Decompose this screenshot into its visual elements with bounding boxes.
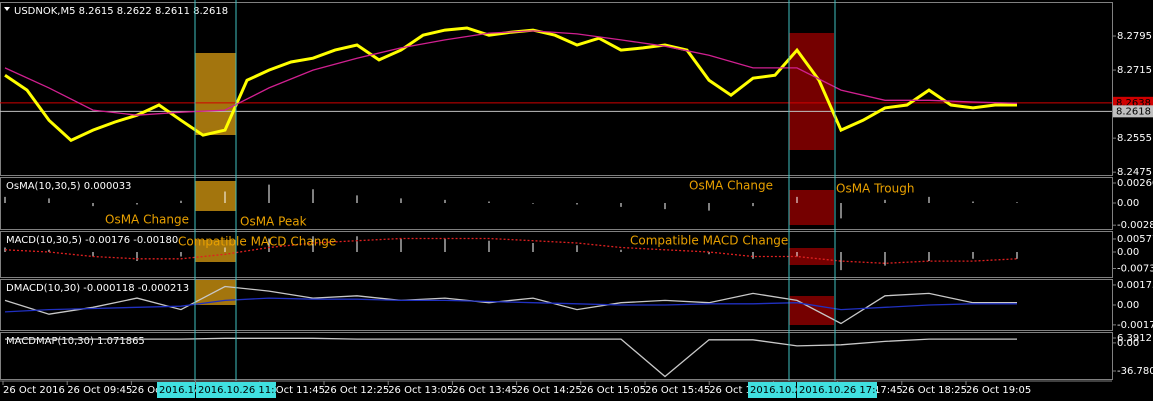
x-tick-label: 26 Oct 09:45 <box>67 385 132 396</box>
cursor-label-bg <box>196 382 276 398</box>
y-tick-label: 8.2715 <box>1117 65 1152 76</box>
pane-label: MACD(10,30,5) -0.00176 -0.00180 <box>6 235 178 246</box>
highlight-box <box>195 181 236 211</box>
y-tick-label: 0.001734 <box>1117 280 1153 291</box>
annotation: Compatible MACD Change <box>630 234 788 248</box>
indicator-line <box>5 337 1017 378</box>
x-tick-label: 26 Oct 13:05 <box>388 385 453 396</box>
x-tick-label: 26 Oct 15:05 <box>581 385 646 396</box>
pane-label: OsMA(10,30,5) 0.000033 <box>6 181 131 192</box>
price-label: 8.2638 <box>1116 98 1151 109</box>
y-tick-label: 0.00577 <box>1117 234 1153 245</box>
pane-label: USDNOK,M5 8.2615 8.2622 8.2611 8.2618 <box>14 6 228 17</box>
cursor-labels: 2016.10. 2016.10.26 11:30 2016.10.2 2016… <box>157 382 888 398</box>
indicator-line <box>4 30 1018 116</box>
cursor-label-text: 2016.10.26 17:45 <box>799 385 888 396</box>
y-tick-label: -36.7808 <box>1117 366 1153 377</box>
pane-label: DMACD(10,30) -0.000118 -0.000213 <box>6 283 189 294</box>
indicator-line <box>4 297 1017 313</box>
cursor-label: 2016.10. <box>157 382 204 398</box>
y-tick-label: -0.0073 <box>1117 264 1153 275</box>
indicator-line <box>4 285 1017 325</box>
x-tick-label: 26 Oct 14:25 <box>517 385 582 396</box>
y-tick-label: -0.00289 <box>1117 220 1153 231</box>
cursor-label-bg <box>797 382 877 398</box>
x-tick-label: 26 Oct 11:45 <box>260 385 325 396</box>
cursor-label-bg <box>157 382 195 398</box>
price-label-bg <box>1113 105 1153 118</box>
cursor-label-text: 2016.10. <box>159 385 204 396</box>
annotations: OsMA Change OsMA Peak Compatible MACD Ch… <box>105 179 914 249</box>
cursor-lines <box>194 0 836 381</box>
highlights <box>195 33 834 325</box>
annotation: Compatible MACD Change <box>178 235 336 249</box>
y-tick-label: 8.2555 <box>1117 133 1152 144</box>
y-tick-label: 0.002609 <box>1117 178 1153 189</box>
cursor-label-text: 2016.10.2 <box>750 385 801 396</box>
cursor-label: 2016.10.26 17:45 <box>797 382 888 398</box>
y-tick-label: -0.00172 <box>1117 320 1153 331</box>
cursor-label: 2016.10.26 11:30 <box>196 382 287 398</box>
annotation: OsMA Change <box>689 179 773 193</box>
y-tick-label: 8.2475 <box>1117 167 1152 178</box>
y-tick-label: 0.00 <box>1117 198 1139 209</box>
panes: USDNOK,M5 8.2615 8.2622 8.2611 8.2618 8.2… <box>0 2 1153 380</box>
highlight-box <box>195 280 236 305</box>
x-tick-label: 26 Oct 16:25 <box>709 385 774 396</box>
x-tick-label: 26 Oct 2016 <box>3 385 65 396</box>
pane-label: MACDMAP(10,30) 1.071865 <box>6 336 145 347</box>
y-tick-label: 6.3912 <box>1117 333 1152 344</box>
x-tick-label: 26 Oct 13:45 <box>452 385 517 396</box>
price-label: 8.2618 <box>1116 106 1151 117</box>
annotation: OsMA Change <box>105 213 189 227</box>
x-tick-label: 26 Oct 18:25 <box>902 385 967 396</box>
series-layer <box>0 26 1112 378</box>
cursor-label: 2016.10.2 <box>748 382 801 398</box>
y-tick-label: 0.00 <box>1117 338 1139 349</box>
cursor-label-bg <box>748 382 796 398</box>
annotation: OsMA Trough <box>836 182 914 196</box>
highlight-box <box>789 190 834 225</box>
cursor-label-text: 2016.10.26 11:30 <box>198 385 287 396</box>
highlight-box <box>789 248 834 265</box>
x-tick-label: 26 Oct 12:25 <box>324 385 389 396</box>
menu-arrow <box>4 7 10 11</box>
pane-frame <box>0 2 1113 176</box>
pane-frame <box>0 332 1113 380</box>
x-tick-label: 26 Oct 19:05 <box>966 385 1031 396</box>
annotation: OsMA Peak <box>240 215 307 229</box>
x-tick-label: 26 Oct 15:45 <box>645 385 710 396</box>
y-tick-label: 8.2795 <box>1117 31 1152 42</box>
y-tick-label: 0.00 <box>1117 247 1139 258</box>
pane-frame <box>0 231 1113 278</box>
indicator-line <box>4 237 1018 264</box>
y-tick-label: 0.00 <box>1117 300 1139 311</box>
